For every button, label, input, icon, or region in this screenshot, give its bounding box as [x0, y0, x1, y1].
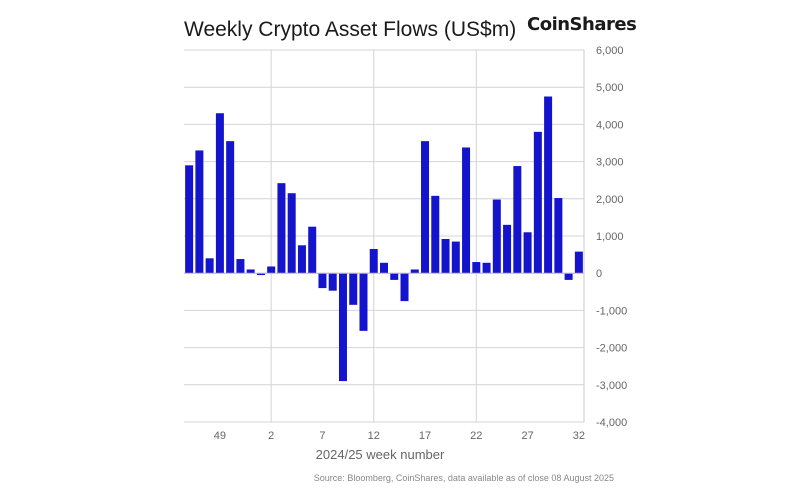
brand-logo: CoinShares [527, 14, 636, 35]
bar [564, 273, 573, 280]
x-tick-label: 7 [319, 430, 325, 442]
bar [390, 273, 399, 280]
bar [195, 150, 204, 274]
y-tick-label: -4,000 [596, 417, 627, 429]
x-tick-label: 22 [470, 430, 482, 442]
y-tick-label: -1,000 [596, 305, 627, 317]
bar [533, 131, 542, 274]
bar [205, 258, 214, 274]
bar [338, 273, 347, 382]
bar [523, 232, 532, 274]
bar [503, 224, 512, 274]
bar [492, 199, 501, 274]
bar [513, 166, 522, 274]
bar [349, 273, 358, 305]
bar [297, 245, 306, 274]
bar [308, 226, 317, 274]
x-tick-label: 27 [521, 430, 533, 442]
bar [410, 269, 419, 274]
bar [441, 238, 450, 274]
x-tick-label: 32 [573, 430, 585, 442]
bar [451, 241, 460, 274]
y-tick-label: 1,000 [596, 231, 624, 243]
bar [482, 262, 491, 274]
bar [256, 273, 265, 276]
y-tick-label: 0 [596, 268, 602, 280]
bar [359, 273, 368, 331]
bar [328, 273, 337, 291]
bar [226, 141, 235, 274]
bar [246, 269, 255, 274]
bar [574, 251, 583, 274]
x-axis-label: 2024/25 week number [316, 447, 445, 462]
y-tick-label: -3,000 [596, 380, 627, 392]
source-note: Source: Bloomberg, CoinShares, data avai… [314, 473, 614, 483]
x-tick-label: 17 [419, 430, 431, 442]
y-tick-label: -2,000 [596, 343, 627, 355]
bar [400, 273, 409, 302]
bar [544, 96, 553, 274]
bar [431, 195, 440, 274]
y-tick-label: 3,000 [596, 157, 624, 169]
bar [369, 249, 378, 274]
y-tick-label: 2,000 [596, 194, 624, 206]
bar [421, 141, 430, 274]
bar [236, 259, 245, 274]
bar [380, 262, 388, 274]
x-tick-label: 49 [214, 430, 226, 442]
axes: 6,000 5,000 4,000 3,000 2,000 1,000 0 -1,000 -2,… [184, 45, 627, 442]
x-tick-label: 12 [368, 430, 380, 442]
bar [215, 113, 224, 274]
bar [462, 147, 471, 274]
chart-title: Weekly Crypto Asset Flows (US$m) [184, 18, 516, 41]
bar [267, 266, 276, 274]
x-tick-label: 2 [268, 430, 274, 442]
bar [277, 183, 286, 274]
y-tick-label: 5,000 [596, 82, 624, 94]
bar [287, 193, 296, 274]
bars [185, 96, 583, 382]
bar [472, 262, 481, 274]
y-tick-label: 4,000 [596, 119, 624, 131]
grid-lines [184, 49, 584, 423]
bar [318, 273, 327, 289]
y-tick-label: 6,000 [596, 45, 624, 57]
bar [185, 165, 194, 274]
bar [554, 198, 563, 274]
